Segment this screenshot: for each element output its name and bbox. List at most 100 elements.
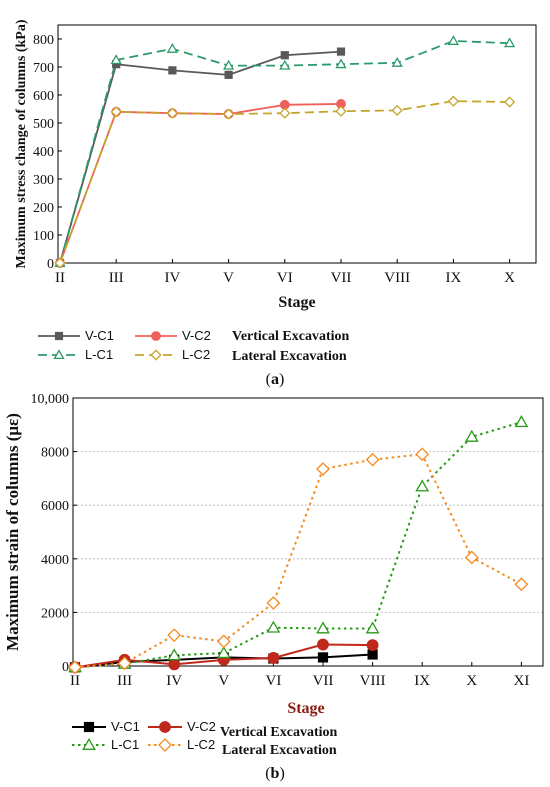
legend-label-l-c2: L-C2 bbox=[182, 347, 210, 362]
series-line-l-c1 bbox=[74, 421, 522, 669]
legend-label-v-c2: V-C2 bbox=[187, 719, 216, 734]
panel-b-x-axis-title: Stage bbox=[287, 700, 324, 717]
series-line-v-c2 bbox=[59, 103, 342, 264]
x-tick-label: II bbox=[70, 673, 80, 689]
panel-a-y-axis-ticks: 0 100 200 300 400 500 600 700 800 bbox=[33, 33, 62, 272]
data-point-v-c2 bbox=[267, 652, 280, 664]
data-point-l-c2 bbox=[316, 462, 330, 476]
panel-b-gridlines bbox=[73, 397, 543, 613]
data-point-l-c2 bbox=[68, 660, 82, 675]
panel-a-letter: a bbox=[271, 371, 279, 388]
data-point-l-c2 bbox=[464, 550, 479, 565]
legend-label-v-c1: V-C1 bbox=[111, 719, 140, 734]
panel-b-letter: b bbox=[271, 765, 280, 782]
x-tick-label: V bbox=[218, 673, 229, 689]
data-point-l-c1 bbox=[514, 415, 529, 428]
legend-label-v-c2: V-C2 bbox=[182, 328, 211, 343]
x-tick-label: II bbox=[55, 270, 65, 286]
panel-a-plot-frame bbox=[57, 24, 537, 264]
y-tick-label: 2000 bbox=[41, 606, 69, 621]
data-point-l-c1 bbox=[316, 621, 330, 634]
data-point-l-c2 bbox=[514, 577, 529, 592]
data-point-l-c1 bbox=[447, 35, 460, 45]
data-point-l-c1 bbox=[391, 56, 403, 67]
data-point-l-c2 bbox=[335, 105, 347, 117]
x-tick-label: V bbox=[223, 270, 234, 286]
x-tick-label: VI bbox=[265, 673, 281, 689]
x-tick-label: X bbox=[466, 673, 477, 689]
y-tick-label: 6000 bbox=[41, 499, 69, 514]
data-point-v-c1 bbox=[367, 649, 378, 660]
data-point-l-c2 bbox=[415, 447, 430, 462]
data-point-v-c1 bbox=[280, 51, 289, 60]
x-tick-label: III bbox=[117, 673, 132, 689]
legend-label-l-c1: L-C1 bbox=[111, 737, 139, 752]
series-line-l-c2 bbox=[59, 100, 510, 264]
data-point-l-c1 bbox=[167, 648, 182, 661]
y-tick-label: 200 bbox=[33, 201, 54, 216]
panel-b-series bbox=[68, 415, 529, 675]
data-point-l-c2 bbox=[504, 96, 516, 108]
data-point-l-c1 bbox=[464, 429, 479, 442]
panel-b-label: (b) bbox=[265, 765, 285, 782]
x-tick-label: IV bbox=[164, 270, 180, 286]
y-tick-label: 0 bbox=[47, 257, 54, 272]
x-tick-label: VI bbox=[277, 270, 293, 286]
data-point-l-c1 bbox=[222, 59, 235, 70]
series-line-l-c2 bbox=[74, 453, 522, 669]
panel-a-y-axis-title: Maximum stress change of columns (kPa) bbox=[14, 19, 29, 268]
panel-b-y-axis-title: Maximum strain of columns (με) bbox=[3, 413, 22, 651]
x-tick-label: IV bbox=[166, 673, 182, 689]
series-line-v-c1 bbox=[59, 50, 342, 264]
data-point-v-c2 bbox=[168, 658, 181, 671]
x-tick-label: VII bbox=[331, 270, 352, 286]
legend-marker-l-c2 bbox=[150, 349, 162, 361]
panel-b-y-axis-ticks: 0 2000 4000 6000 8000 10,000 bbox=[31, 392, 77, 675]
panel-a-x-axis-title: Stage bbox=[278, 294, 315, 311]
panel-b-legend-group-lateral: Lateral Excavation bbox=[222, 743, 337, 758]
x-tick-label: VII bbox=[313, 673, 334, 689]
data-point-l-c1 bbox=[335, 58, 347, 69]
data-point-v-c1 bbox=[317, 652, 329, 663]
legend-marker-l-c1 bbox=[53, 349, 65, 360]
data-point-v-c1 bbox=[224, 70, 233, 79]
legend-marker-v-c2 bbox=[159, 721, 171, 733]
panel-b-legend-group-vertical: Vertical Excavation bbox=[220, 725, 338, 740]
legend-marker-l-c1 bbox=[82, 737, 96, 750]
data-point-l-c2 bbox=[110, 106, 122, 118]
panel-a-legend: V-C1 V-C2 L-C1 L-C2 bbox=[38, 328, 211, 362]
x-tick-label: X bbox=[504, 270, 515, 286]
data-point-l-c1 bbox=[279, 59, 291, 70]
legend-marker-v-c2 bbox=[151, 331, 161, 341]
legend-label-l-c2: L-C2 bbox=[187, 737, 215, 752]
data-point-l-c2 bbox=[266, 596, 281, 610]
panel-a-label: (a) bbox=[266, 371, 285, 388]
panel-b-x-axis-ticks: II III IV V VI VII VIII IX X XI bbox=[70, 662, 529, 689]
data-point-l-c1 bbox=[415, 479, 430, 492]
y-tick-label: 600 bbox=[33, 89, 54, 104]
data-point-l-c2 bbox=[167, 628, 182, 643]
y-tick-label: 10,000 bbox=[31, 392, 70, 407]
series-line-l-c1 bbox=[59, 40, 510, 264]
x-tick-label: VIII bbox=[384, 270, 410, 286]
data-point-l-c2 bbox=[216, 634, 231, 649]
data-point-l-c2 bbox=[365, 452, 380, 467]
y-tick-label: 400 bbox=[33, 145, 54, 160]
data-point-v-c2 bbox=[366, 639, 379, 651]
x-tick-label: IX bbox=[414, 673, 430, 689]
data-point-l-c2 bbox=[166, 107, 178, 119]
data-point-l-c1 bbox=[110, 54, 122, 65]
y-tick-label: 800 bbox=[33, 33, 54, 48]
y-tick-label: 8000 bbox=[41, 446, 69, 461]
data-point-v-c2 bbox=[317, 638, 329, 651]
data-point-l-c2 bbox=[391, 104, 403, 116]
legend-marker-v-c1 bbox=[54, 331, 64, 341]
data-point-l-c1 bbox=[365, 621, 380, 634]
x-tick-label: IX bbox=[445, 270, 461, 286]
legend-label-l-c1: L-C1 bbox=[85, 347, 113, 362]
panel-a-legend-group-lateral: Lateral Excavation bbox=[232, 349, 347, 364]
y-tick-label: 700 bbox=[33, 61, 54, 76]
y-tick-label: 100 bbox=[33, 229, 54, 244]
